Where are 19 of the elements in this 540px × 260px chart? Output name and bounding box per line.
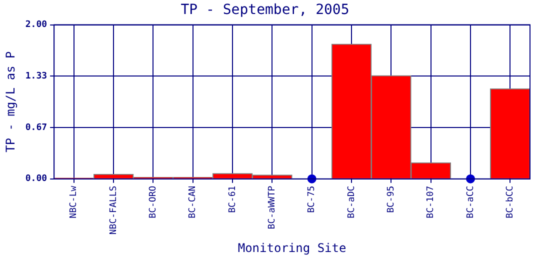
y-tick-label: 0.00 — [25, 174, 48, 184]
chart-title: TP - September, 2005 — [180, 2, 350, 18]
x-tick-label: BC-aWWTP — [268, 185, 278, 230]
x-tick-label: BC-ORO — [148, 186, 159, 218]
y-tick-label: 2.00 — [25, 20, 48, 30]
x-tick-label: BC-95 — [386, 186, 397, 213]
y-axis-title: TP - mg/L as P — [3, 51, 18, 152]
x-tick-label: BC-75 — [307, 186, 318, 213]
x-tick-label: BC-aCC — [466, 186, 476, 218]
x-tick-label: BC-61 — [228, 186, 238, 213]
x-tick-label: BC-107 — [426, 186, 436, 218]
y-tick-label: 0.67 — [25, 122, 48, 133]
x-tick-label: BC-bCC — [506, 186, 516, 218]
x-tick-label: NBC-Lw — [69, 185, 80, 218]
x-tick-label: BC-CAN — [188, 186, 198, 218]
y-tick-label: 1.33 — [25, 72, 48, 82]
x-tick-label: BC-aDC — [346, 186, 357, 218]
x-tick-label: NBC-FALLS — [108, 186, 119, 235]
x-axis-title: Monitoring Site — [238, 240, 346, 255]
